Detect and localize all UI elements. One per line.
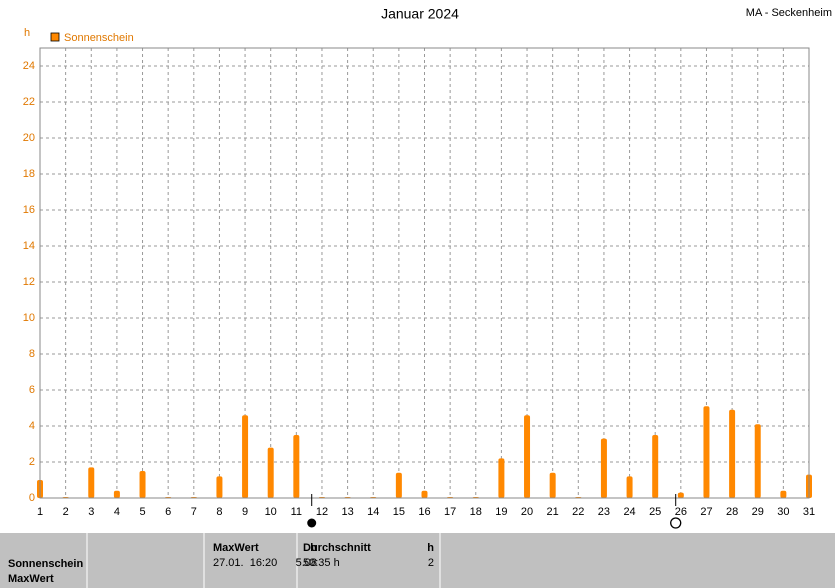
y-tick-label: 2 [29, 456, 35, 468]
y-tick-label: 12 [23, 276, 35, 288]
bar [549, 472, 556, 498]
x-tick-label: 16 [418, 506, 430, 518]
x-tick-label: 10 [265, 506, 277, 518]
x-tick-label: 18 [470, 506, 482, 518]
cell: 27.01. 16:20 [213, 557, 277, 569]
bar [754, 424, 761, 498]
new-moon [670, 517, 682, 529]
x-tick-label: 12 [316, 506, 328, 518]
x-tick-label: 24 [623, 506, 635, 518]
y-tick-label: 10 [23, 312, 35, 324]
column-header: Durchschnitt [303, 542, 371, 554]
cell: 50:35 h [303, 557, 340, 569]
row-label: MaxWert [8, 573, 54, 585]
full-moon [307, 518, 317, 528]
x-tick-label: 2 [63, 506, 69, 518]
y-tick-label: 8 [29, 348, 35, 360]
x-tick-label: 29 [752, 506, 764, 518]
bar [626, 476, 633, 498]
x-tick-label: 4 [114, 506, 120, 518]
x-tick-label: 27 [700, 506, 712, 518]
bar [139, 471, 146, 498]
bar [524, 415, 531, 498]
bar [216, 476, 223, 498]
x-tick-label: 7 [191, 506, 197, 518]
bar [88, 467, 95, 498]
bar [421, 490, 428, 498]
x-tick-label: 13 [341, 506, 353, 518]
x-tick-label: 14 [367, 506, 379, 518]
x-tick-label: 19 [495, 506, 507, 518]
legend-swatch [50, 32, 60, 42]
station: MA - Seckenheim [746, 7, 832, 19]
cell: 5.08 [296, 557, 317, 569]
x-tick-label: 5 [139, 506, 145, 518]
column-unit: h [310, 542, 317, 554]
bar [677, 492, 684, 498]
x-tick-label: 3 [88, 506, 94, 518]
bar [113, 490, 120, 498]
chart-title: Januar 2024 [381, 6, 459, 22]
x-tick-label: 17 [444, 506, 456, 518]
x-tick-label: 30 [777, 506, 789, 518]
plot-frame [39, 47, 810, 499]
x-tick-label: 6 [165, 506, 171, 518]
summary-panel [0, 533, 835, 588]
column-unit: h [427, 542, 434, 554]
x-tick-label: 28 [726, 506, 738, 518]
bar [703, 406, 710, 498]
bar [242, 415, 249, 498]
bar [293, 435, 300, 498]
x-tick-label: 1 [37, 506, 43, 518]
x-tick-label: 22 [572, 506, 584, 518]
bar [498, 458, 505, 498]
y-tick-label: 14 [23, 240, 35, 252]
x-tick-label: 26 [675, 506, 687, 518]
bar [729, 409, 736, 498]
y-tick-label: 18 [23, 168, 35, 180]
x-tick-label: 15 [393, 506, 405, 518]
y-tick-label: 24 [23, 60, 35, 72]
bar [780, 490, 787, 498]
x-tick-label: 31 [803, 506, 815, 518]
x-tick-label: 21 [547, 506, 559, 518]
y-tick-label: 22 [23, 96, 35, 108]
legend-label: Sonnenschein [64, 32, 134, 44]
y-axis-label: h [24, 27, 30, 39]
y-tick-label: 16 [23, 204, 35, 216]
y-tick-label: 6 [29, 384, 35, 396]
row-label: Sonnenschein [8, 558, 83, 570]
x-tick-label: 8 [216, 506, 222, 518]
x-tick-label: 20 [521, 506, 533, 518]
bar [600, 438, 607, 498]
x-tick-label: 25 [649, 506, 661, 518]
y-tick-label: 20 [23, 132, 35, 144]
x-tick-label: 11 [291, 506, 302, 518]
x-tick-label: 23 [598, 506, 610, 518]
x-tick-label: 9 [242, 506, 248, 518]
cell: 2 [428, 557, 434, 569]
y-tick-label: 0 [29, 492, 35, 504]
bar [267, 447, 274, 498]
bar [652, 435, 659, 498]
column-header: MaxWert [213, 542, 259, 554]
bar [395, 472, 402, 498]
y-tick-label: 4 [29, 420, 35, 432]
